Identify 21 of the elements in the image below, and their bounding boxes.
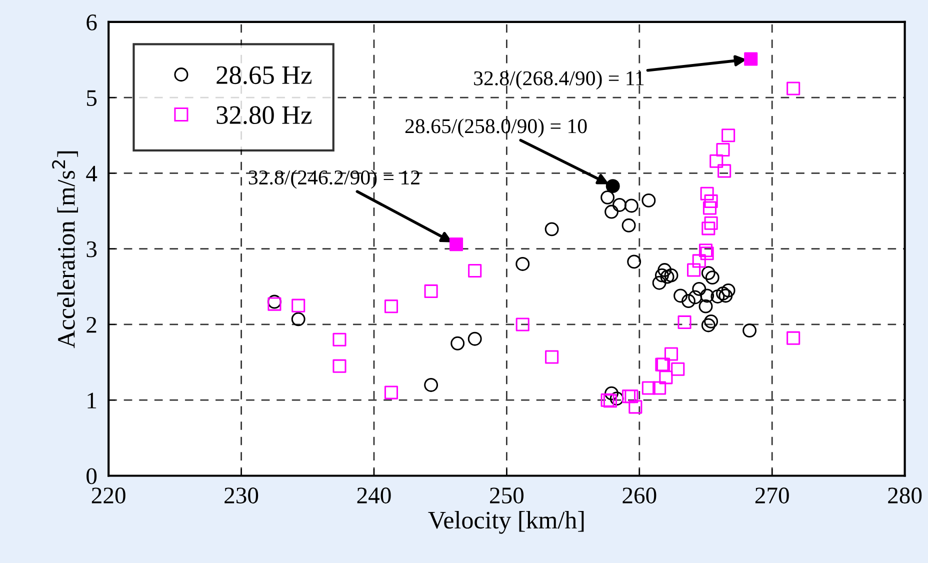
x-tick-label: 270 bbox=[755, 488, 789, 504]
x-axis-title: Velocity [km/h] bbox=[428, 511, 584, 534]
y-tick-label: 1 bbox=[88, 392, 96, 408]
annotation: 32.8/(246.2/90) = 12 bbox=[248, 170, 420, 189]
y-tick-label: 3 bbox=[86, 241, 97, 258]
y-tick-label: 0 bbox=[86, 468, 97, 484]
annotation: 32.8/(268.4/90) = 11 bbox=[474, 70, 644, 90]
legend-label: 28.65 Hz bbox=[216, 66, 312, 84]
x-tick-label: 240 bbox=[357, 488, 391, 504]
x-tick-label: 220 bbox=[92, 488, 126, 504]
x-tick-label: 230 bbox=[224, 488, 258, 504]
legend-label: 32.80 Hz bbox=[216, 106, 312, 124]
x-tick-label: 260 bbox=[622, 488, 656, 504]
annotation: 28.65/(258.0/90) = 10 bbox=[405, 118, 587, 138]
y-tick-label: 6 bbox=[86, 14, 97, 30]
y-axis-title: Acceleration [m/s$^{2}$] bbox=[52, 151, 78, 348]
y-tick-label: 2 bbox=[86, 317, 96, 333]
x-tick-label: 280 bbox=[888, 488, 922, 504]
y-tick-label: 5 bbox=[87, 90, 97, 106]
x-tick-label: 250 bbox=[490, 488, 524, 504]
y-tick-label: 4 bbox=[86, 166, 98, 182]
